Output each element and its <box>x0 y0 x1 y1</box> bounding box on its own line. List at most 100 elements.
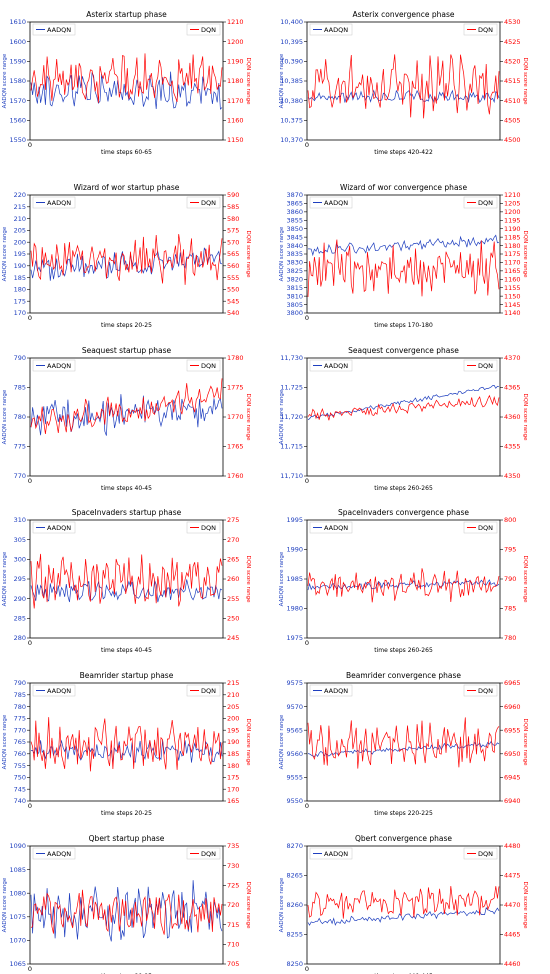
left-tick-label: 3845 <box>286 233 303 241</box>
left-tick-label: 3870 <box>286 191 303 199</box>
left-tick-label: 9570 <box>286 703 303 711</box>
legend-box <box>309 847 353 860</box>
left-axis-label: AADQN score range <box>2 53 8 108</box>
chart-panel: Seaquest convergence phase 11,710 11,715 11… <box>279 346 528 492</box>
x-axis-label: time steps 220-225 <box>374 810 433 817</box>
left-tick-label: 10,385 <box>280 77 303 85</box>
x-origin-label: 0 <box>28 802 32 810</box>
legend-box <box>309 359 353 372</box>
legend-dqn: DQN <box>186 196 221 209</box>
left-tick-label: 1980 <box>286 605 303 613</box>
left-tick-label: 760 <box>14 750 26 758</box>
left-tick-label: 220 <box>14 191 26 199</box>
left-tick-label: 185 <box>14 274 26 282</box>
right-axis-label: DQN score range <box>522 882 528 930</box>
legend-label-dqn: DQN <box>201 524 216 532</box>
left-tick-label: 11,710 <box>280 472 303 480</box>
legend-aadqn: AADQN <box>32 23 76 36</box>
left-tick-label: 180 <box>14 286 26 294</box>
right-axis-label: DQN score range <box>245 882 251 930</box>
chart-panel: Seaquest startup phase 770 775 780 785 790 176… <box>2 346 251 492</box>
right-tick-label: 4530 <box>504 18 521 26</box>
right-tick-label: 780 <box>504 634 516 642</box>
left-tick-label: 3855 <box>286 216 303 224</box>
x-origin-label: 0 <box>305 314 309 322</box>
right-tick-label: 4470 <box>504 901 521 909</box>
left-tick-label: 205 <box>14 227 26 235</box>
right-tick-label: 720 <box>227 901 239 909</box>
legend-label-aadqn: AADQN <box>47 199 71 207</box>
left-tick-label: 3835 <box>286 250 303 258</box>
legend-dqn: DQN <box>463 196 498 209</box>
legend-box <box>463 196 498 209</box>
legend-box <box>463 521 498 534</box>
left-tick-label: 775 <box>14 443 26 451</box>
right-tick-label: 195 <box>227 726 239 734</box>
left-tick-label: 1065 <box>9 960 26 968</box>
left-tick-label: 9560 <box>286 750 303 758</box>
chart-title: Seaquest startup phase <box>82 346 172 355</box>
legend-label-dqn: DQN <box>478 26 493 34</box>
right-tick-label: 255 <box>227 595 239 603</box>
right-tick-label: 6950 <box>504 750 521 758</box>
left-axis-label: AADQN score range <box>2 226 8 281</box>
right-axis-label: DQN score range <box>245 556 251 604</box>
left-tick-label: 1085 <box>9 866 26 874</box>
legend-aadqn: AADQN <box>309 847 353 860</box>
left-tick-label: 10,395 <box>280 38 303 46</box>
right-tick-label: 725 <box>227 882 239 890</box>
right-axis-label: DQN score range <box>522 231 528 279</box>
right-tick-label: 6955 <box>504 726 521 734</box>
right-tick-label: 4350 <box>504 472 521 480</box>
left-tick-label: 780 <box>14 413 26 421</box>
left-tick-label: 9555 <box>286 774 303 782</box>
chart-panel: SpaceInvaders startup phase 280 285 290 295 3… <box>2 508 251 654</box>
right-tick-label: 1210 <box>504 191 521 199</box>
legend-label-dqn: DQN <box>478 524 493 532</box>
left-axis-label: AADQN score range <box>2 877 8 932</box>
legend-label-dqn: DQN <box>478 362 493 370</box>
left-axis-label: AADQN score range <box>279 551 285 606</box>
plot-frame <box>306 194 501 314</box>
right-tick-label: 710 <box>227 941 239 949</box>
right-tick-label: 245 <box>227 634 239 642</box>
legend-box <box>463 359 498 372</box>
legend-box <box>186 684 221 697</box>
left-tick-label: 9565 <box>286 726 303 734</box>
left-tick-label: 3865 <box>286 200 303 208</box>
left-tick-label: 765 <box>14 738 26 746</box>
series-line-dqn <box>30 53 223 103</box>
left-tick-label: 190 <box>14 262 26 270</box>
right-tick-label: 585 <box>227 203 239 211</box>
left-tick-label: 8255 <box>286 931 303 939</box>
right-tick-label: 800 <box>504 516 516 524</box>
right-tick-label: 555 <box>227 274 239 282</box>
left-tick-label: 8260 <box>286 901 303 909</box>
chart-panel: Qbert convergence phase 8250 8255 8260 8265 8… <box>279 834 528 974</box>
legend-aadqn: AADQN <box>309 684 353 697</box>
series-line-aadqn <box>30 71 223 110</box>
right-tick-label: 165 <box>227 797 239 805</box>
right-tick-label: 1180 <box>227 77 244 85</box>
left-tick-label: 1990 <box>286 546 303 554</box>
right-tick-label: 1150 <box>227 136 244 144</box>
left-tick-label: 295 <box>14 575 26 583</box>
left-tick-label: 200 <box>14 238 26 246</box>
series-line-dqn <box>30 378 223 434</box>
legend-box <box>309 196 353 209</box>
legend-label-aadqn: AADQN <box>324 524 348 532</box>
left-axis-label: AADQN score range <box>2 389 8 444</box>
right-tick-label: 1195 <box>504 216 521 224</box>
right-tick-label: 260 <box>227 575 239 583</box>
left-tick-label: 770 <box>14 472 26 480</box>
left-tick-label: 195 <box>14 250 26 258</box>
left-tick-label: 1600 <box>9 38 26 46</box>
legend-label-dqn: DQN <box>478 850 493 858</box>
chart-title: Wizard of wor convergence phase <box>340 183 468 192</box>
left-tick-label: 10,375 <box>280 117 303 125</box>
left-tick-label: 1570 <box>9 97 26 105</box>
right-tick-label: 1760 <box>227 472 244 480</box>
chart-panel: Asterix convergence phase 10,370 10,375 10,… <box>279 10 528 156</box>
legend-label-dqn: DQN <box>201 850 216 858</box>
legend-label-aadqn: AADQN <box>47 26 71 34</box>
